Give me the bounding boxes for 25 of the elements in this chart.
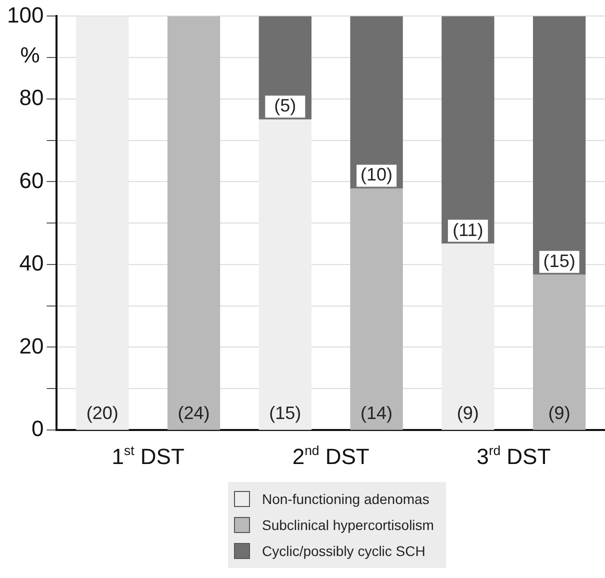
annotation: (9) [548, 402, 570, 423]
y-tick-label: 80 [19, 85, 44, 110]
y-tick-label: 40 [19, 250, 44, 276]
legend-label: Cyclic/possibly cyclic SCH [262, 543, 426, 559]
y-tick-label: 60 [19, 168, 44, 193]
annotation: (9) [456, 402, 479, 423]
legend-label: Non-functioning adenomas [262, 491, 430, 507]
y-tick-label: 0 [31, 416, 44, 442]
bar [76, 16, 129, 430]
y-axis-title: % [20, 42, 40, 68]
y-tick-label: 100 [6, 2, 44, 28]
bar [442, 16, 494, 244]
annotation: (10) [360, 164, 393, 185]
annotation: (20) [86, 402, 118, 423]
annotation: (24) [178, 402, 210, 423]
annotation: (15) [269, 402, 302, 423]
bar [350, 16, 403, 190]
annotation: (14) [360, 402, 393, 423]
bar [532, 16, 586, 276]
legend-label: Subclinical hypercortisolism [262, 517, 434, 533]
bar [167, 16, 220, 430]
annotation: (15) [543, 250, 576, 271]
annotation: (11) [452, 220, 484, 240]
y-tick-label: 20 [19, 333, 44, 358]
annotation: (5) [274, 96, 296, 116]
